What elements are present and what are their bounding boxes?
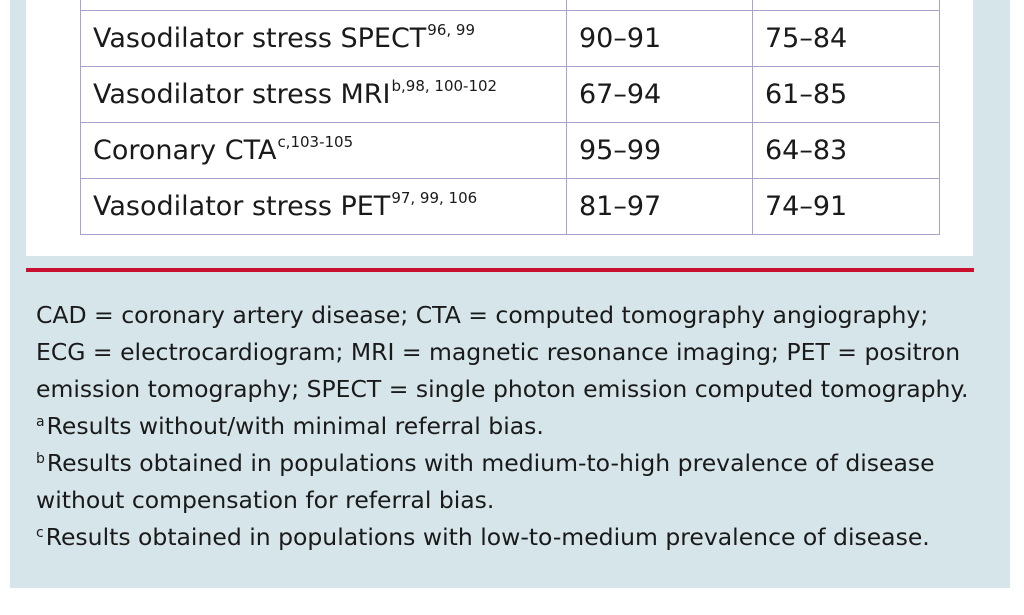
- reference-superscript: c,103-105: [277, 133, 354, 151]
- table-row: Vasodilator stress MRIb,98, 100-102 67–9…: [80, 66, 940, 123]
- test-name: Vasodilator stress PET: [93, 191, 391, 222]
- abbreviations-line: ECG = electrocardiogram; MRI = magnetic …: [36, 338, 961, 366]
- footnote-b-continued: without compensation for referral bias.: [36, 486, 495, 514]
- sensitivity-cell: 90–91: [566, 10, 753, 67]
- specificity-cell: 74–91: [752, 178, 940, 235]
- specificity-cell: 61–85: [752, 66, 940, 123]
- table-footnotes: CAD = coronary artery disease; CTA = com…: [36, 297, 996, 556]
- table-cell: [752, 0, 940, 11]
- test-name-cell: Coronary CTAc,103-105: [80, 122, 567, 179]
- diagnostic-performance-table: Vasodilator stress SPECT96, 99 90–91 75–…: [80, 0, 940, 235]
- footnote-text: Results obtained in populations with low…: [45, 523, 930, 551]
- reference-superscript: b,98, 100-102: [391, 77, 498, 95]
- footnote-text: Results obtained in populations with med…: [46, 449, 935, 477]
- table-row: Vasodilator stress SPECT96, 99 90–91 75–…: [80, 10, 940, 67]
- footnote-c: cResults obtained in populations with lo…: [36, 519, 996, 556]
- test-name: Vasodilator stress SPECT: [93, 23, 427, 54]
- divider-rule: [26, 268, 974, 272]
- table-cell: [566, 0, 753, 11]
- specificity-cell: 64–83: [752, 122, 940, 179]
- abbreviations-line: emission tomography; SPECT = single phot…: [36, 375, 969, 403]
- footnote-b: bResults obtained in populations with me…: [36, 445, 996, 482]
- table-row: [80, 0, 940, 11]
- reference-superscript: 96, 99: [427, 21, 476, 39]
- test-name: Coronary CTA: [93, 135, 277, 166]
- test-name-cell: Vasodilator stress PET97, 99, 106: [80, 178, 567, 235]
- table-cell: [80, 0, 567, 11]
- footnote-a: aResults without/with minimal referral b…: [36, 408, 996, 445]
- test-name-cell: Vasodilator stress MRIb,98, 100-102: [80, 66, 567, 123]
- abbreviations-line: CAD = coronary artery disease; CTA = com…: [36, 301, 929, 329]
- footnote-marker: a: [36, 414, 45, 430]
- sensitivity-cell: 67–94: [566, 66, 753, 123]
- specificity-cell: 75–84: [752, 10, 940, 67]
- footnote-marker: c: [36, 525, 44, 541]
- footnote-marker: b: [36, 451, 45, 467]
- sensitivity-cell: 81–97: [566, 178, 753, 235]
- sensitivity-cell: 95–99: [566, 122, 753, 179]
- test-name: Vasodilator stress MRI: [93, 79, 391, 110]
- table-row: Vasodilator stress PET97, 99, 106 81–97 …: [80, 178, 940, 235]
- reference-superscript: 97, 99, 106: [391, 189, 478, 207]
- footnote-text: Results without/with minimal referral bi…: [46, 412, 544, 440]
- test-name-cell: Vasodilator stress SPECT96, 99: [80, 10, 567, 67]
- table-row: Coronary CTAc,103-105 95–99 64–83: [80, 122, 940, 179]
